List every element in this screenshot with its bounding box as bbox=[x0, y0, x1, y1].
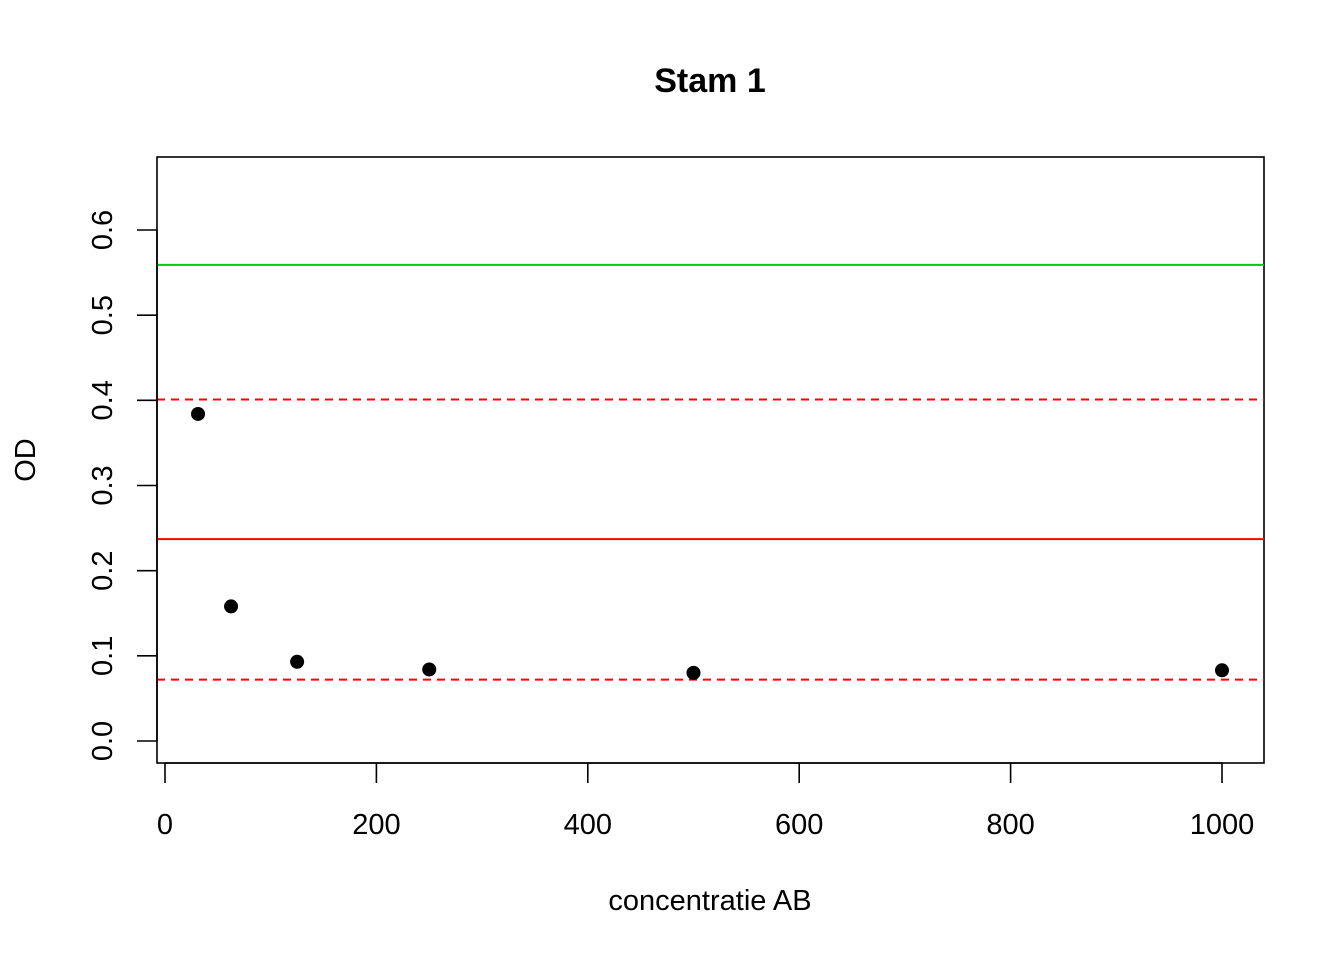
y-tick-label: 0.6 bbox=[87, 210, 119, 250]
y-axis-label: OD bbox=[10, 438, 42, 482]
x-axis: 0 200 400 600 800 1000 bbox=[157, 762, 1255, 841]
data-point bbox=[224, 599, 239, 614]
x-tick-label: 200 bbox=[352, 809, 400, 841]
y-tick-label: 0.4 bbox=[87, 380, 119, 420]
data-point bbox=[422, 662, 437, 677]
y-tick-label: 0.0 bbox=[87, 721, 119, 761]
y-axis: 0.0 0.1 0.2 0.3 0.4 0.5 0.6 bbox=[87, 210, 158, 761]
data-point bbox=[191, 406, 206, 421]
x-tick-label: 0 bbox=[157, 809, 173, 841]
y-tick-label: 0.5 bbox=[87, 295, 119, 335]
data-points bbox=[191, 406, 1229, 680]
data-point bbox=[686, 665, 701, 680]
y-tick-label: 0.3 bbox=[87, 465, 119, 505]
data-point bbox=[1215, 663, 1229, 678]
data-point bbox=[290, 654, 305, 669]
x-tick-label: 1000 bbox=[1190, 809, 1255, 841]
x-tick-label: 800 bbox=[986, 809, 1034, 841]
x-axis-label: concentratie AB bbox=[608, 885, 811, 917]
chart-title: Stam 1 bbox=[654, 62, 766, 100]
plot-frame bbox=[156, 156, 1265, 764]
y-tick-label: 0.1 bbox=[87, 636, 119, 676]
reference-lines bbox=[157, 263, 1264, 681]
y-tick-label: 0.2 bbox=[87, 551, 119, 591]
x-tick-label: 400 bbox=[564, 809, 612, 841]
x-tick-label: 600 bbox=[775, 809, 823, 841]
